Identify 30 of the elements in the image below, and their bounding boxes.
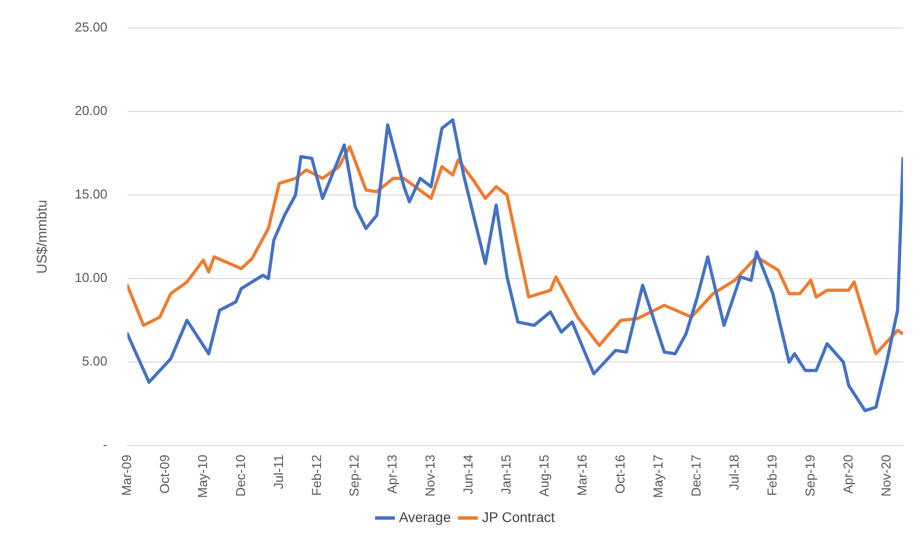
x-tick-label: Jul-18 (726, 454, 742, 490)
y-tick-label: - (102, 437, 108, 452)
x-tick-label: Sep-12 (346, 454, 362, 497)
x-tick-label: Mar-09 (118, 454, 134, 496)
x-tick-label: May-17 (650, 454, 666, 498)
x-tick-label: Aug-15 (536, 454, 552, 497)
y-tick-label: 5.00 (82, 354, 108, 369)
x-tick-label: Jun-14 (460, 454, 476, 494)
x-tick-label: Feb-19 (764, 454, 780, 496)
x-tick-label: Apr-13 (384, 454, 400, 494)
legend-label: JP Contract (482, 508, 555, 525)
x-tick-label: Oct-16 (612, 454, 628, 494)
x-tick-label: Dec-10 (232, 454, 248, 497)
y-tick-label: 10.00 (74, 270, 108, 286)
y-tick-label: 20.00 (74, 103, 108, 118)
x-tick-label: Feb-12 (308, 454, 324, 496)
x-tick-label: Oct-09 (156, 454, 172, 494)
x-tick-label: Sep-19 (802, 454, 818, 497)
x-tick-label: Nov-13 (422, 454, 438, 497)
x-tick-label: Mar-16 (574, 454, 590, 496)
x-tick-label: Jan-15 (498, 454, 514, 494)
x-tick-label: Apr-20 (840, 454, 856, 494)
y-axis-title: US$/mmbtu (33, 200, 50, 274)
x-tick-label: Nov-20 (878, 454, 894, 497)
x-tick-label: Jul-11 (270, 454, 286, 490)
y-tick-label: 15.00 (74, 186, 108, 202)
y-tick-label: 25.00 (74, 20, 108, 35)
x-tick-label: Dec-17 (688, 454, 704, 497)
x-tick-label: May-10 (194, 454, 210, 498)
legend-label: Average (398, 508, 452, 525)
